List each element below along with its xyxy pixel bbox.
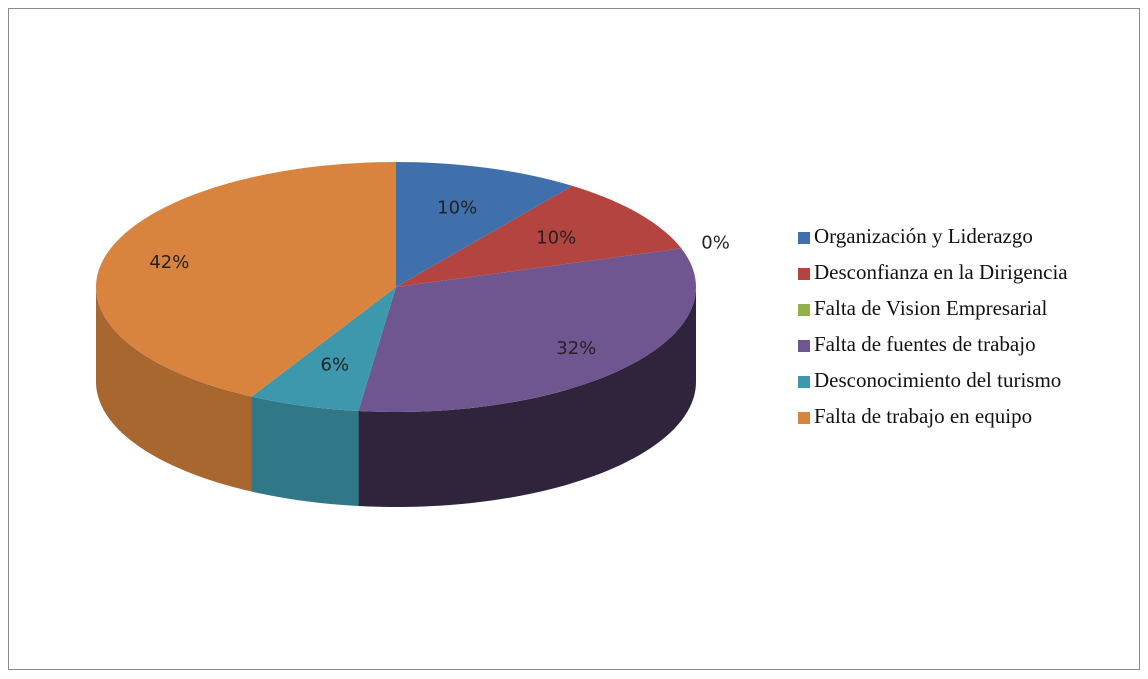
data-label: 42%: [149, 252, 189, 273]
data-label: 0%: [701, 233, 730, 254]
legend-swatch: [798, 268, 810, 280]
legend-label: Falta de fuentes de trabajo: [814, 332, 1036, 356]
legend-swatch: [798, 376, 810, 388]
data-label: 32%: [556, 338, 596, 359]
legend-swatch: [798, 304, 810, 316]
pie-slice: [251, 287, 396, 412]
legend-label: Desconocimiento del turismo: [814, 368, 1061, 392]
data-labels: 10% 10% 0% 32% 6% 42%: [149, 198, 729, 376]
legend-swatch: [798, 412, 810, 424]
legend-label: Desconfianza en la Dirigencia: [814, 260, 1068, 284]
legend-label: Falta de trabajo en equipo: [814, 404, 1032, 428]
data-label: 10%: [536, 228, 576, 249]
pie-sides: [96, 287, 696, 507]
legend-swatch: [798, 232, 810, 244]
pie-side: [96, 287, 252, 492]
pie-slice: [396, 162, 573, 287]
data-label: 10%: [437, 198, 477, 219]
data-label: 6%: [321, 354, 350, 375]
legend-label: Falta de Vision Empresarial: [814, 296, 1048, 320]
pie-tops: [96, 162, 696, 412]
pie-side: [358, 287, 696, 507]
legend-swatch: [798, 340, 810, 352]
pie-side: [251, 396, 359, 507]
pie-slice: [358, 248, 696, 412]
pie-slice: [396, 185, 682, 287]
legend: Organización y Liderazgo Desconfianza en …: [798, 224, 1068, 428]
legend-label: Organización y Liderazgo: [814, 224, 1033, 248]
pie-slice: [96, 162, 396, 397]
